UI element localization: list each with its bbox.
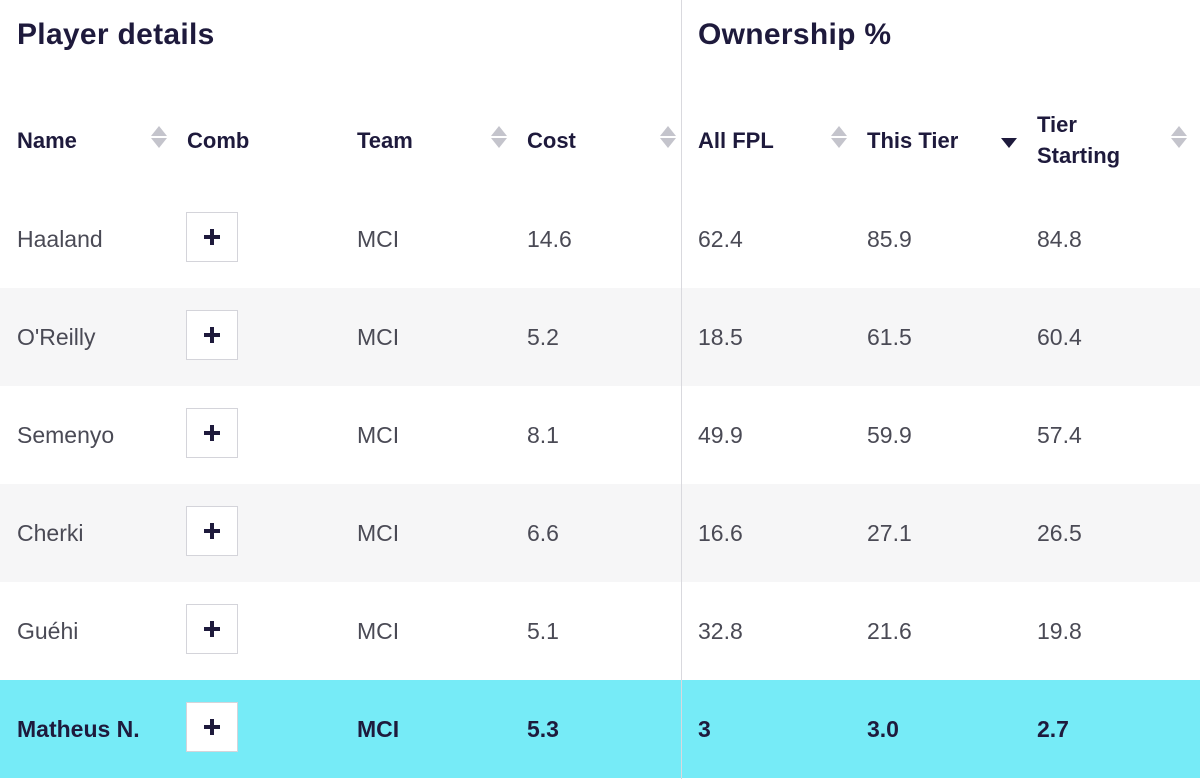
player-name[interactable]: Cherki [17,519,84,546]
comb-add-button[interactable] [186,604,238,654]
this-tier-cell: 85.9 [867,225,912,252]
column-header-name[interactable]: Name [17,92,77,188]
tier-starting-cell: 60.4 [1037,323,1082,350]
this-tier-cell: 21.6 [867,617,912,644]
tier-starting-cell: 57.4 [1037,421,1082,448]
comb-add-button[interactable] [186,212,238,262]
all-fpl-cell: 3 [698,715,711,742]
table-row: Haaland MCI 14.6 62.4 85.9 84.8 [0,190,1200,288]
group-title-player-details: Player details [17,18,215,51]
tier-starting-cell: 19.8 [1037,617,1082,644]
column-header-team-label: Team [357,127,413,153]
tier-starting-cell: 2.7 [1037,715,1069,742]
sort-arrows-icon-name[interactable] [151,124,167,152]
column-header-cost[interactable]: Cost [527,92,576,188]
plus-icon [204,621,220,637]
column-header-tier-starting-label: Tier Starting [1037,109,1120,171]
cost-cell: 8.1 [527,421,559,448]
this-tier-cell: 27.1 [867,519,912,546]
team-cell: MCI [357,617,400,644]
cost-cell: 5.1 [527,617,559,644]
team-cell: MCI [357,715,400,742]
sort-arrows-icon-cost[interactable] [660,124,676,152]
comb-add-button[interactable] [186,506,238,556]
team-cell: MCI [357,323,400,350]
comb-add-button[interactable] [186,310,238,360]
all-fpl-cell: 18.5 [698,323,743,350]
sort-arrows-icon-all-fpl[interactable] [831,124,847,152]
player-name[interactable]: Haaland [17,225,103,252]
group-title-ownership: Ownership % [698,18,892,51]
player-name[interactable]: Matheus N. [17,715,140,742]
table-body: Haaland MCI 14.6 62.4 85.9 84.8 O'Reilly… [0,190,1200,778]
player-name[interactable]: Semenyo [17,421,115,448]
column-group-divider [681,0,682,779]
column-header-cost-label: Cost [527,127,576,153]
column-header-this-tier-label: This Tier [867,127,959,153]
tier-starting-cell: 26.5 [1037,519,1082,546]
column-header-team[interactable]: Team [357,92,413,188]
cost-cell: 6.6 [527,519,559,546]
comb-add-button[interactable] [186,702,238,752]
column-header-comb-label: Comb [187,127,250,153]
column-header-name-label: Name [17,127,77,153]
sort-arrows-icon-tier-starting[interactable] [1171,124,1187,152]
cost-cell: 5.2 [527,323,559,350]
plus-icon [204,719,220,735]
all-fpl-cell: 32.8 [698,617,743,644]
column-header-comb: Comb [187,92,249,188]
this-tier-cell: 61.5 [867,323,912,350]
team-cell: MCI [357,519,400,546]
table-row: Semenyo MCI 8.1 49.9 59.9 57.4 [0,386,1200,484]
table-row: O'Reilly MCI 5.2 18.5 61.5 60.4 [0,288,1200,386]
table-row-highlighted: Matheus N. MCI 5.3 3 3.0 2.7 [0,680,1200,778]
sort-arrows-icon-this-tier[interactable] [1001,124,1017,152]
comb-add-button[interactable] [186,408,238,458]
cost-cell: 5.3 [527,715,559,742]
plus-icon [204,229,220,245]
column-header-tier-starting-line2: Starting [1037,143,1121,168]
tier-starting-cell: 84.8 [1037,225,1082,252]
column-header-all-fpl-label: All FPL [698,127,774,153]
column-header-tier-starting-line1: Tier [1037,112,1077,137]
player-name[interactable]: Guéhi [17,617,79,644]
all-fpl-cell: 62.4 [698,225,743,252]
this-tier-cell: 59.9 [867,421,912,448]
this-tier-cell: 3.0 [867,715,899,742]
table-row: Guéhi MCI 5.1 32.8 21.6 19.8 [0,582,1200,680]
all-fpl-cell: 16.6 [698,519,743,546]
column-header-tier-starting[interactable]: Tier Starting [1037,92,1120,188]
table-header: Name Comb Team Cost All FPL This Tier Ti… [0,92,1200,188]
table-row: Cherki MCI 6.6 16.6 27.1 26.5 [0,484,1200,582]
column-header-all-fpl[interactable]: All FPL [698,92,774,188]
team-cell: MCI [357,225,400,252]
column-header-this-tier[interactable]: This Tier [867,92,958,188]
player-name[interactable]: O'Reilly [17,323,96,350]
all-fpl-cell: 49.9 [698,421,743,448]
sort-arrows-icon-team[interactable] [491,124,507,152]
cost-cell: 14.6 [527,225,572,252]
team-cell: MCI [357,421,400,448]
plus-icon [204,425,220,441]
plus-icon [204,523,220,539]
plus-icon [204,327,220,343]
